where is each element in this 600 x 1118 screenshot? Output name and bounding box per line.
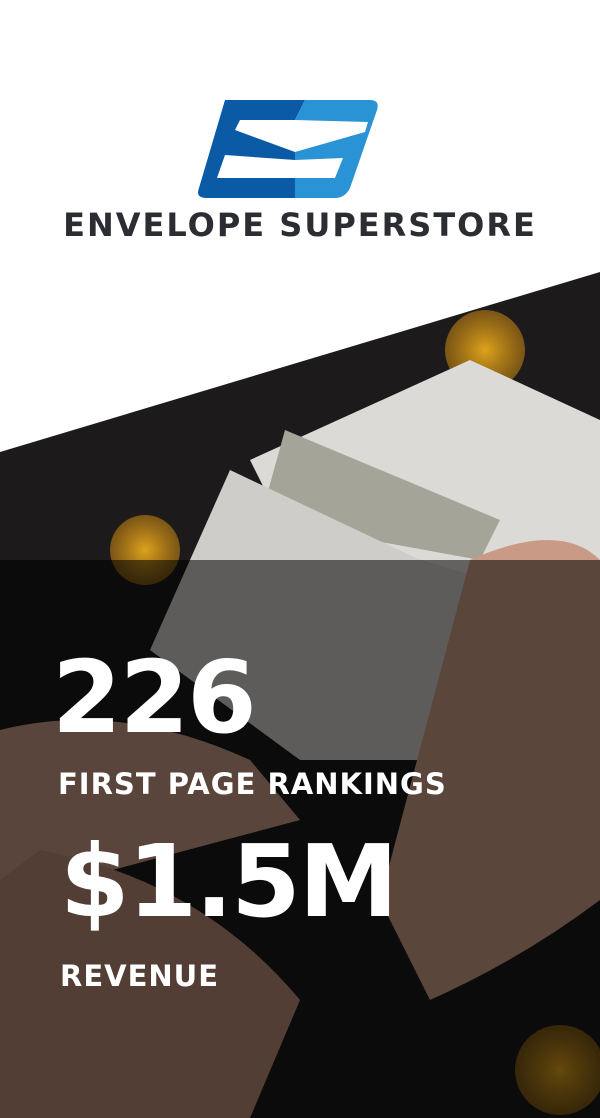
revenue-value: $1.5M [60,823,398,940]
revenue-label: REVENUE [60,959,220,993]
rankings-label: FIRST PAGE RANKINGS [58,767,447,801]
rankings-value: 226 [52,639,257,756]
envelope-superstore-logo [198,100,378,198]
brand-name: ENVELOPE SUPERSTORE [63,206,537,244]
